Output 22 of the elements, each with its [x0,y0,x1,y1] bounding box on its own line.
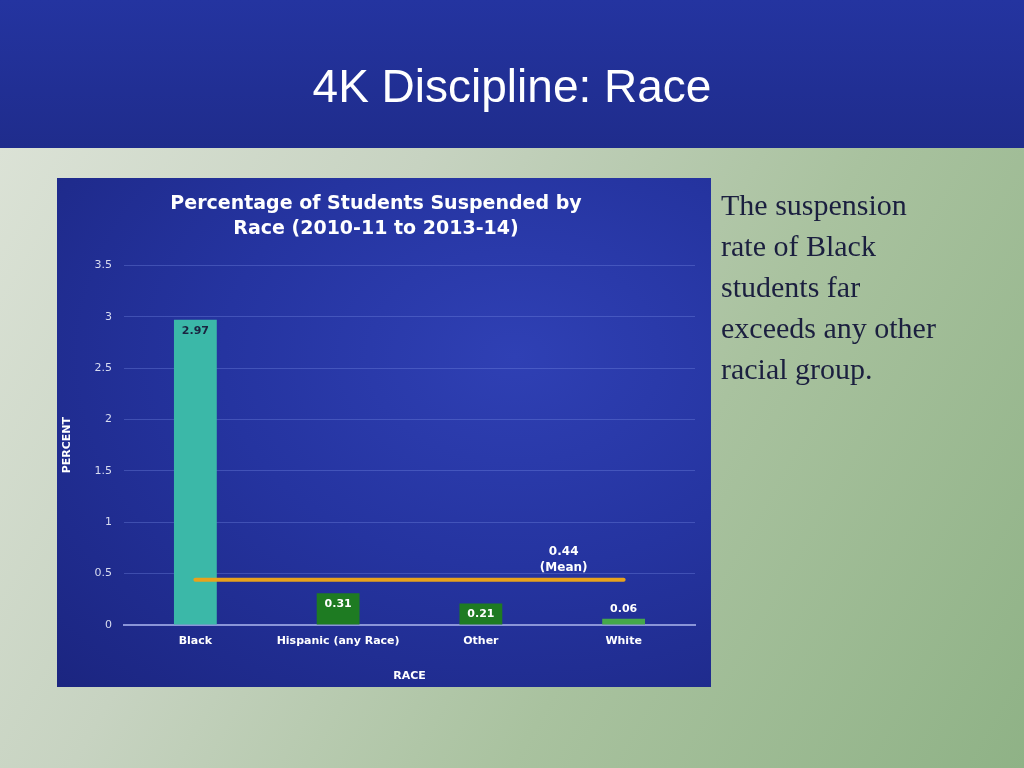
x-tick-label: White [605,634,642,648]
chart-title: 4K Discipline: Race [311,59,713,114]
y-tick-label: 0 [105,617,112,631]
x-tick-label: Hispanic (any Race) [276,634,400,648]
data-label: 2.97 [181,323,209,337]
y-axis-title: PERCENT [60,416,74,474]
data-label: 0.21 [467,607,495,621]
y-tick-label: 1.5 [94,463,112,477]
y-tick-label: 0.5 [94,566,112,580]
ref-line-label: 0.44 (Mean) [539,543,588,574]
x-tick-label: Black [178,634,213,648]
data-label: 0.31 [324,597,352,611]
y-tick-label: 2.5 [94,361,112,374]
y-tick-label: 1 [105,515,112,529]
data-label: 0.06 [610,601,638,615]
y-tick-label: 3 [105,309,112,323]
chart-subtitle: Percentage of Students Suspended by Race (2010-11 to 2013-14) [170,191,583,238]
text: The suspension rate of Black students far exceeds any other racial group. [721,187,937,387]
y-tick-label: 2 [105,412,112,426]
y-tick-label: 3.5 [94,258,112,272]
x-tick-label: Other [463,634,500,648]
x-axis-title: RACE [393,669,426,683]
